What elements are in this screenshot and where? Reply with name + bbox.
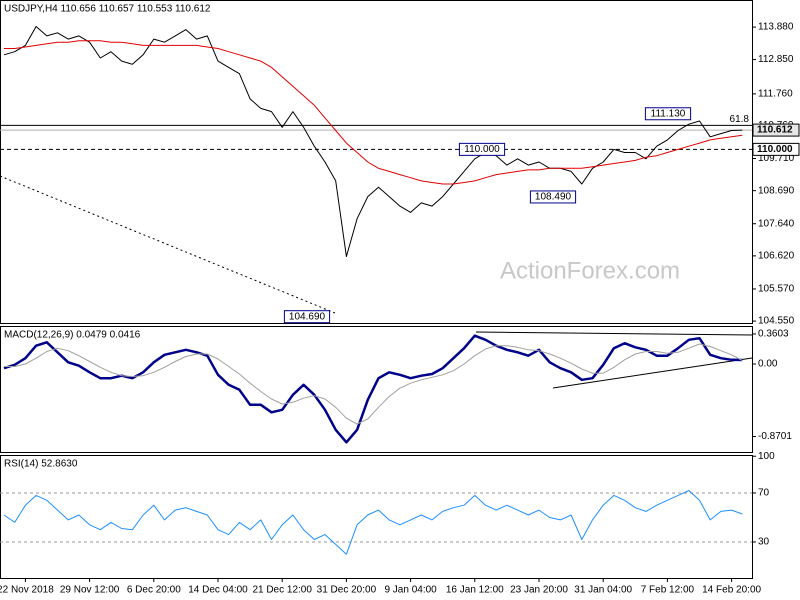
x-tick-label: 22 Nov 2018 <box>0 585 54 596</box>
y-tick-label: 0.3603 <box>758 329 789 340</box>
macd-trend-line <box>552 357 753 389</box>
annotation-box <box>458 142 506 156</box>
x-tick-label: 16 Jan 12:00 <box>446 585 504 596</box>
y-tick-label: 111.760 <box>758 89 793 100</box>
y-tick-label: 106.620 <box>758 251 795 262</box>
annotation-label: 108.490 <box>535 192 572 203</box>
y-tick-label: 104.550 <box>758 316 795 327</box>
annotation-box <box>283 310 331 324</box>
annotation-label: 104.690 <box>289 311 326 322</box>
x-tick-label: 7 Feb 12:00 <box>641 585 695 596</box>
x-tick-label: 21 Dec 12:00 <box>252 585 312 596</box>
y-tick-label: 70 <box>758 488 770 499</box>
y-tick-label: -0.8701 <box>758 431 792 442</box>
level-axis-label: 110.000 <box>757 144 793 155</box>
last-price-box <box>752 123 800 137</box>
x-tick-label: 31 Dec 20:00 <box>317 585 377 596</box>
panel-title: RSI(14) 52.8630 <box>4 459 78 470</box>
series-line <box>4 40 743 185</box>
annotation-box <box>644 107 692 121</box>
x-tick-label: 29 Nov 12:00 <box>60 585 120 596</box>
annotation-label: 111.130 <box>651 108 686 119</box>
y-tick-label: 112.850 <box>758 54 794 65</box>
series-line <box>4 343 743 425</box>
y-tick-label: 0.00 <box>758 359 778 370</box>
y-tick-label: 107.640 <box>758 218 795 229</box>
x-tick-label: 14 Dec 04:00 <box>188 585 248 596</box>
panel-frame <box>0 0 753 324</box>
x-tick-label: 31 Jan 04:00 <box>574 585 632 596</box>
series-line <box>3 334 743 444</box>
y-tick-label: 109.710 <box>758 153 795 164</box>
level-box <box>752 142 800 156</box>
macd-trend-line <box>475 331 753 336</box>
annotation-label: 110.000 <box>464 144 500 155</box>
y-tick-label: 100 <box>758 451 775 462</box>
annotation-box <box>529 190 577 204</box>
panel-title: MACD(12,26,9) 0.0479 0.0416 <box>4 330 141 341</box>
x-tick-label: 23 Jan 20:00 <box>510 585 568 596</box>
x-tick-label: 9 Jan 04:00 <box>384 585 437 596</box>
y-tick-label: 105.570 <box>758 284 795 295</box>
y-tick-label: 30 <box>758 537 770 548</box>
series-line <box>3 490 743 555</box>
level-label: 61.8 <box>730 114 750 125</box>
trend-line <box>0 175 336 314</box>
y-tick-label: 108.690 <box>758 185 795 196</box>
series-line <box>3 26 743 257</box>
watermark: ActionForex.com <box>500 257 680 284</box>
panel-frame <box>0 326 753 453</box>
x-tick-label: 6 Dec 20:00 <box>127 585 181 596</box>
panel-frame <box>0 455 753 579</box>
panel-title: USDJPY,H4 110.656 110.657 110.553 110.61… <box>4 4 211 15</box>
last-price-label: 110.612 <box>757 125 793 136</box>
x-tick-label: 14 Feb 20:00 <box>702 585 761 596</box>
y-tick-label: 113.880 <box>758 22 794 33</box>
